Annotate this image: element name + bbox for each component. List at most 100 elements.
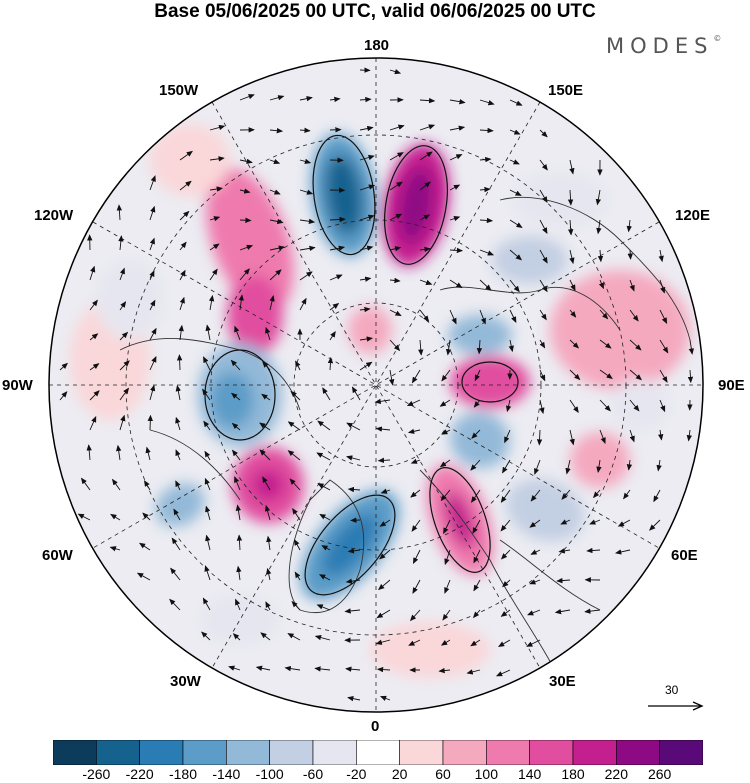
anomaly-blob bbox=[322, 514, 378, 576]
wind-arrow bbox=[629, 399, 640, 412]
wind-arrow bbox=[175, 449, 181, 461]
wind-arrow bbox=[569, 369, 581, 381]
wind-arrow bbox=[658, 249, 664, 263]
wind-arrow bbox=[479, 156, 492, 163]
wind-arrow bbox=[175, 416, 181, 431]
wind-arrow bbox=[466, 669, 481, 675]
wind-arrow bbox=[449, 99, 466, 105]
wind-arrow bbox=[346, 422, 361, 431]
wind-arrow bbox=[299, 271, 313, 281]
meridian-150w-30e bbox=[211, 101, 541, 669]
wind-arrow bbox=[389, 246, 402, 252]
colorbar-swatch bbox=[53, 740, 97, 765]
wind-arrow bbox=[175, 480, 181, 491]
wind-arrow bbox=[299, 127, 311, 134]
colorbar-tick-label: -180 bbox=[168, 766, 198, 782]
wind-arrow bbox=[287, 450, 301, 461]
map-boundary bbox=[48, 57, 704, 713]
wind-arrow bbox=[443, 519, 451, 535]
wind-arrow bbox=[234, 476, 241, 491]
wind-arrow bbox=[595, 189, 602, 206]
wind-arrow bbox=[597, 249, 604, 263]
wind-arrow bbox=[500, 549, 511, 560]
wind-arrow bbox=[149, 237, 155, 251]
wind-arrow bbox=[659, 309, 668, 325]
colorbar-tick-label: 220 bbox=[604, 766, 628, 782]
wind-arrow bbox=[406, 399, 421, 407]
wind-arrow bbox=[565, 459, 571, 475]
wind-arrow bbox=[659, 279, 666, 294]
wind-arrow bbox=[627, 249, 633, 260]
wind-arrow bbox=[238, 294, 244, 311]
wind-arrow bbox=[299, 245, 316, 252]
anomaly-blob bbox=[96, 260, 164, 340]
wind-arrow bbox=[109, 546, 121, 552]
anomaly-blob bbox=[370, 622, 490, 678]
wind-arrow bbox=[316, 604, 331, 611]
wind-arrow bbox=[329, 96, 341, 103]
wind-arrow bbox=[209, 156, 225, 162]
wind-arrow bbox=[345, 578, 361, 584]
wind-arrow bbox=[110, 513, 121, 521]
wind-arrow bbox=[389, 339, 401, 352]
wind-arrow bbox=[629, 309, 639, 322]
wind-arrow bbox=[539, 279, 548, 293]
wind-arrow bbox=[419, 181, 431, 191]
wind-arrow bbox=[149, 175, 156, 191]
wind-arrow bbox=[269, 295, 275, 311]
wind-arrow bbox=[419, 214, 431, 221]
wind-arrow bbox=[473, 549, 481, 564]
wind-arrow bbox=[589, 519, 601, 525]
wind-arrow bbox=[470, 489, 481, 503]
wind-arrow bbox=[509, 99, 523, 106]
copyright-mark: © bbox=[713, 34, 722, 43]
wind-arrow bbox=[529, 579, 541, 585]
wind-arrow bbox=[202, 388, 211, 401]
wind-arrow bbox=[269, 245, 286, 251]
wind-arrow bbox=[586, 547, 601, 554]
wind-arrow bbox=[411, 519, 421, 532]
wind-arrow bbox=[659, 399, 666, 413]
wind-arrow bbox=[539, 309, 547, 321]
wind-arrow bbox=[375, 639, 391, 645]
wind-arrow bbox=[449, 184, 461, 191]
wind-arrow bbox=[119, 414, 126, 431]
wind-arrow bbox=[239, 268, 250, 281]
wind-arrow bbox=[236, 534, 243, 551]
colorbar-tick-label: 180 bbox=[561, 766, 585, 782]
anomaly-blob bbox=[450, 411, 510, 469]
wind-arrow bbox=[509, 279, 520, 293]
colorbar bbox=[53, 740, 703, 765]
anomaly-blob bbox=[448, 315, 512, 355]
modes-logo: MODES© bbox=[606, 34, 721, 58]
wind-arrow bbox=[139, 542, 151, 551]
wind-arrow bbox=[569, 399, 579, 413]
wind-arrow bbox=[599, 309, 609, 320]
wind-arrow bbox=[444, 579, 451, 594]
colorbar-tick-label: 60 bbox=[435, 766, 451, 782]
wind-arrow bbox=[236, 565, 242, 581]
anomaly-blob bbox=[155, 483, 205, 527]
wind-arrow bbox=[239, 94, 255, 101]
wind-arrow bbox=[317, 420, 331, 431]
anomaly-blob bbox=[252, 469, 284, 501]
wind-arrow bbox=[259, 422, 271, 431]
wind-arrow bbox=[175, 384, 181, 401]
wind-arrow bbox=[86, 444, 92, 461]
wind-arrow bbox=[653, 489, 661, 503]
wind-arrow bbox=[359, 361, 373, 371]
wind-arrow bbox=[299, 158, 312, 164]
wind-arrow bbox=[255, 665, 271, 671]
anomaly-blob bbox=[210, 372, 254, 428]
coastline-asia bbox=[439, 196, 691, 341]
wind-arrow bbox=[596, 459, 602, 473]
wind-arrow bbox=[89, 363, 100, 371]
wind-arrow bbox=[584, 608, 601, 614]
wind-arrow bbox=[479, 99, 495, 106]
wind-arrow bbox=[659, 369, 668, 383]
wind-arrow bbox=[149, 355, 157, 371]
wind-arrow bbox=[287, 421, 301, 431]
wind-arrow bbox=[299, 297, 307, 311]
wind-vectors bbox=[59, 67, 695, 702]
wind-arrow bbox=[596, 219, 602, 235]
